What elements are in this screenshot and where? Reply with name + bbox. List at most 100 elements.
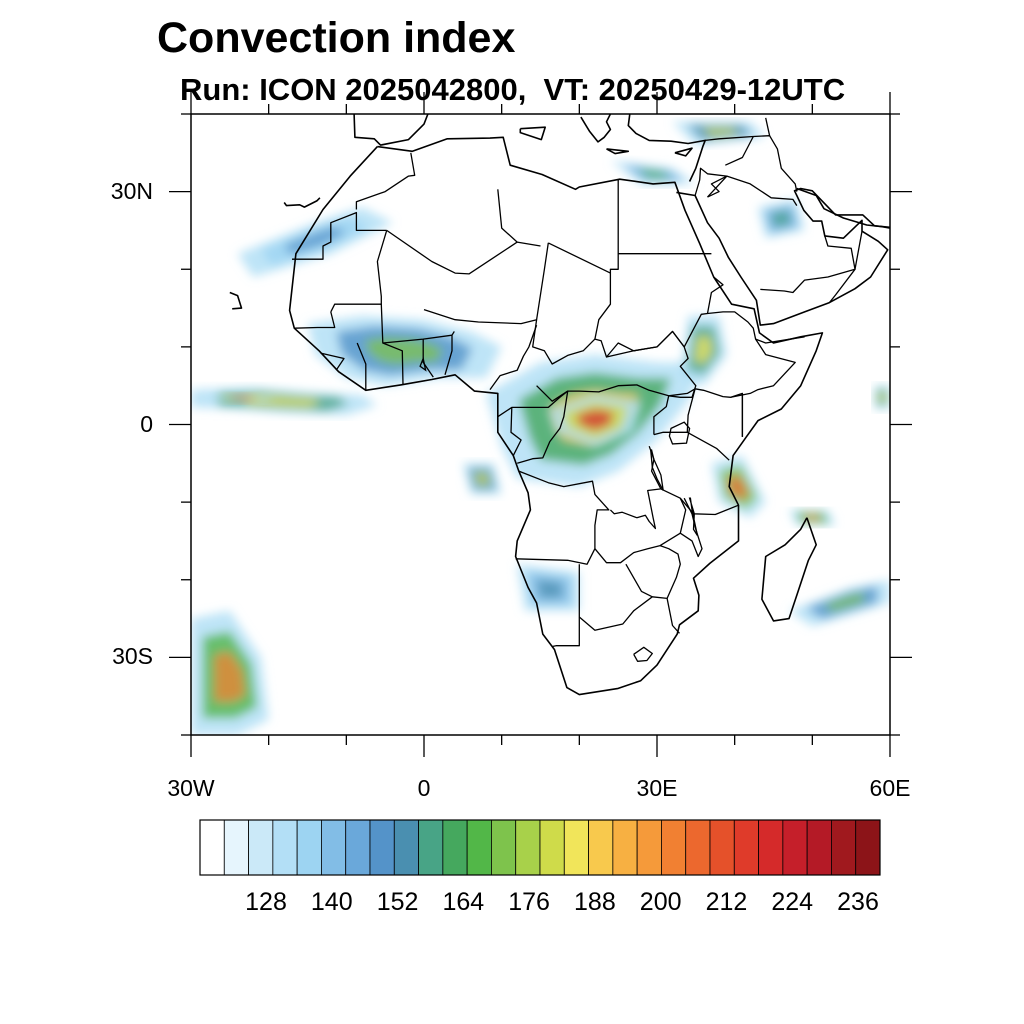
coastline-africa (288, 136, 824, 696)
colorbar-box (758, 819, 784, 876)
colorbar-box (272, 819, 298, 876)
axis-ticks (169, 92, 912, 757)
colorbar-label: 140 (310, 888, 353, 916)
colorbar-box (466, 819, 492, 876)
border-ethiopia-borders (683, 311, 796, 398)
lon-label: 0 (417, 775, 431, 801)
colorbar-box (636, 819, 662, 876)
border-chad-car (532, 319, 596, 365)
convection-region-congo-core (548, 393, 642, 448)
lat-label: 30N (110, 177, 153, 204)
colorbar-box (296, 819, 322, 876)
coastline-greece (580, 114, 612, 143)
lat-label: 0 (140, 410, 153, 437)
colorbar (199, 819, 881, 876)
colorbar-label: 188 (574, 888, 616, 916)
convection-field (191, 121, 890, 735)
convection-region-ethiopia (680, 315, 727, 386)
border-saudi-borders (707, 175, 798, 206)
border-algeria-mali-niger (386, 229, 518, 275)
coastline-levant-turkey (627, 114, 707, 182)
border-mozambique-sa (666, 598, 680, 634)
convection-region-west-atlantic-itcz (191, 387, 378, 416)
coastline-iberia (353, 114, 429, 146)
colorbar-label: 128 (245, 888, 287, 916)
colorbar-box (345, 819, 371, 876)
colorbar-label: 164 (442, 888, 485, 916)
border-niger-south (423, 242, 549, 325)
border-libya-egypt (548, 179, 619, 274)
coastline-cape-verde (229, 291, 243, 310)
colorbar-box (418, 819, 444, 876)
convection-region-sahara-west (237, 207, 393, 277)
lon-label: 30W (167, 775, 215, 801)
convection-region-arabian-sea-edge (874, 385, 890, 409)
colorbar-label: 152 (376, 888, 419, 916)
colorbar-box (831, 819, 857, 876)
border-iran-border (765, 117, 771, 136)
coastline-madagascar (761, 517, 818, 622)
border-gabon-inner (510, 407, 522, 456)
border-mauritania-mali (330, 230, 388, 313)
convection-region-turkey (672, 121, 766, 146)
border-oman (828, 231, 863, 304)
border-tanzania-north (653, 431, 730, 461)
colorbar-box (442, 819, 468, 876)
colorbar-box (515, 819, 541, 876)
colorbar-box (248, 819, 274, 876)
colorbar-box (223, 819, 249, 876)
colorbar-box (199, 819, 225, 876)
convection-region-south-indian-ocean (789, 579, 890, 627)
colorbar-label: 200 (639, 888, 682, 916)
coastline-sicily (519, 126, 547, 141)
lake-lake-tanganyika (650, 448, 664, 491)
lake-lake-volta (419, 356, 427, 372)
convection-region-mediterranean (610, 160, 696, 184)
border-west-africa-borders-6 (382, 334, 453, 344)
border-israel-jordan (694, 167, 728, 198)
border-west-africa-borders-5 (320, 352, 345, 371)
colorbar-box (855, 819, 881, 876)
border-somaliland (755, 336, 805, 344)
border-drc-zambia (609, 488, 661, 530)
colorbar-box (369, 819, 395, 876)
lon-label: 60E (869, 775, 911, 801)
coastline-layer (229, 114, 890, 696)
border-angola-drc (515, 470, 610, 565)
coastline-arabia (676, 187, 890, 326)
coastline-cyprus (674, 147, 693, 157)
border-morocco-algeria (355, 152, 416, 210)
border-tanzania (660, 488, 739, 516)
convection-region-west-africa (307, 315, 502, 386)
colorbar-box (661, 819, 687, 876)
colorbar-outline (199, 819, 881, 876)
border-nigeria-benin (444, 331, 455, 375)
colorbar-label: 224 (771, 888, 814, 916)
colorbar-label: 212 (705, 888, 748, 916)
colorbar-box (806, 819, 832, 876)
colorbar-box (321, 819, 347, 876)
colorbar-box (491, 819, 517, 876)
coastline-persian-coast (796, 187, 890, 229)
border-west-africa-borders-3 (356, 342, 367, 391)
colorbar-box (782, 819, 808, 876)
border-congo-drc (517, 391, 569, 464)
border-botswana-sa (578, 563, 653, 631)
border-mauritania-west-sahara (292, 211, 387, 260)
convection-region-itcz-core (206, 393, 277, 403)
colorbar-label: 176 (508, 888, 550, 916)
convection-region-southern-africa (517, 564, 580, 611)
chart-title: Convection index (157, 14, 516, 62)
lake-lake-nyasa (688, 497, 699, 536)
colorbar-box (685, 819, 711, 876)
convection-region-arabia (758, 199, 805, 239)
border-syria-iraq (725, 136, 754, 166)
border-saudi-yemen (760, 235, 856, 294)
border-car-south (536, 384, 669, 402)
border-lesotho (633, 646, 653, 662)
convection-region-south-atlantic (191, 610, 269, 735)
border-west-africa-borders-4 (294, 311, 336, 329)
border-zimbabwe-mozambique (652, 544, 681, 600)
convection-region-gulf-of-guinea (462, 463, 502, 495)
